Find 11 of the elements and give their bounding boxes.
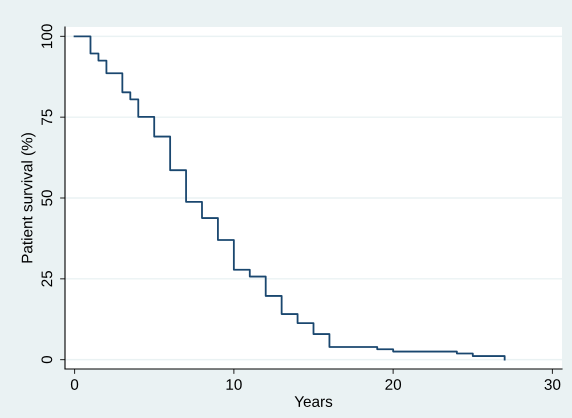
y-axis-title: Patient survival (%) (21, 133, 36, 263)
x-tick-label: 20 (385, 379, 402, 390)
x-tick-label: 30 (544, 379, 560, 390)
y-tick-label: 100 (41, 24, 52, 48)
y-tick-label: 25 (41, 270, 52, 287)
y-tick-label: 50 (41, 190, 52, 206)
x-axis-title: Years (294, 396, 332, 407)
x-tick-label: 0 (70, 379, 78, 390)
y-tick-label: 75 (42, 109, 52, 125)
x-tick-label: 10 (226, 379, 242, 390)
y-tick-label: 0 (41, 356, 52, 364)
